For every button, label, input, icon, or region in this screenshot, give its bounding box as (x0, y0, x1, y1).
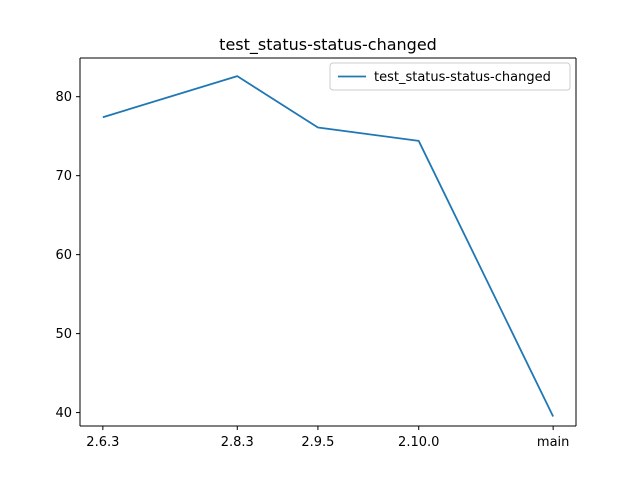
x-tick-label: 2.9.5 (301, 435, 334, 450)
legend: test_status-status-changed (329, 62, 571, 91)
legend-box (329, 62, 571, 91)
plot-area: 2.6.3 2.8.3 2.9.5 2.10.0 main 40 50 60 70 80 (55, 57, 577, 450)
x-tick-label: main (537, 435, 569, 450)
legend-label-0: test_status-status-changed (374, 70, 551, 85)
plot-background (80, 58, 576, 426)
series-line-0 (102, 75, 554, 417)
x-tick-label: 2.6.3 (86, 435, 119, 450)
x-tick-label: 2.8.3 (221, 435, 254, 450)
x-tick-label: 2.10.0 (398, 435, 439, 450)
chart-title: test_status-status-changed (219, 35, 437, 55)
y-tick-label: 70 (55, 169, 72, 184)
y-tick-label: 40 (55, 406, 72, 421)
y-tick-label: 50 (55, 327, 72, 342)
y-tick-label: 80 (55, 90, 72, 105)
y-tick-label: 60 (55, 248, 72, 263)
